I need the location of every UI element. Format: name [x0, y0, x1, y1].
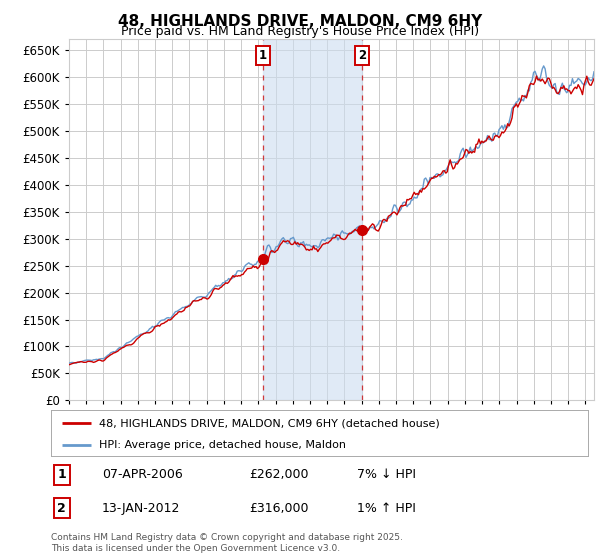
- Text: 13-JAN-2012: 13-JAN-2012: [102, 502, 181, 515]
- Text: 48, HIGHLANDS DRIVE, MALDON, CM9 6HY: 48, HIGHLANDS DRIVE, MALDON, CM9 6HY: [118, 14, 482, 29]
- Text: 2: 2: [58, 502, 66, 515]
- Text: 07-APR-2006: 07-APR-2006: [102, 468, 183, 481]
- Text: HPI: Average price, detached house, Maldon: HPI: Average price, detached house, Mald…: [100, 440, 346, 450]
- Text: 1: 1: [58, 468, 66, 481]
- Text: Price paid vs. HM Land Registry's House Price Index (HPI): Price paid vs. HM Land Registry's House …: [121, 25, 479, 38]
- Text: 2: 2: [358, 49, 367, 62]
- Text: 7% ↓ HPI: 7% ↓ HPI: [357, 468, 416, 481]
- Text: £262,000: £262,000: [250, 468, 309, 481]
- Text: 48, HIGHLANDS DRIVE, MALDON, CM9 6HY (detached house): 48, HIGHLANDS DRIVE, MALDON, CM9 6HY (de…: [100, 418, 440, 428]
- Text: 1: 1: [259, 49, 267, 62]
- Text: £316,000: £316,000: [250, 502, 309, 515]
- Text: 1% ↑ HPI: 1% ↑ HPI: [357, 502, 416, 515]
- Text: Contains HM Land Registry data © Crown copyright and database right 2025.
This d: Contains HM Land Registry data © Crown c…: [51, 533, 403, 553]
